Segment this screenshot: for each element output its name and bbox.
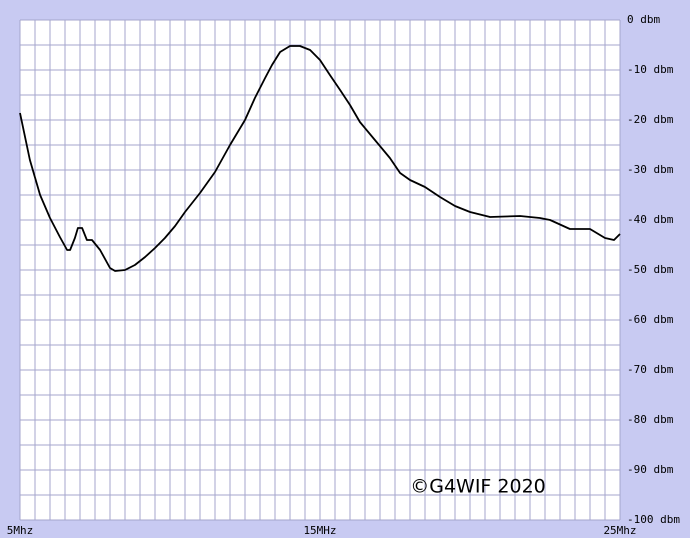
x-tick-label: 25Mhz — [603, 524, 636, 537]
y-tick-label: -20 dbm — [627, 113, 674, 126]
trace-line — [19, 45, 621, 272]
y-tick-label: -40 dbm — [627, 213, 674, 226]
y-tick-label: -10 dbm — [627, 63, 674, 76]
y-tick-label: -60 dbm — [627, 313, 674, 326]
y-tick-label: -90 dbm — [627, 463, 674, 476]
x-tick-label: 15MHz — [303, 524, 336, 537]
y-tick-label: -30 dbm — [627, 163, 674, 176]
y-tick-label: -50 dbm — [627, 263, 674, 276]
y-tick-label: 0 dbm — [627, 13, 660, 26]
watermark: ©G4WIF 2020 — [410, 476, 546, 498]
y-tick-label: -80 dbm — [627, 413, 674, 426]
x-tick-label: 5Mhz — [7, 524, 34, 537]
y-tick-label: -70 dbm — [627, 363, 674, 376]
y-tick-label: -100 dbm — [627, 513, 680, 526]
plot: 0 dbm -10 dbm -20 dbm -30 dbm -40 dbm -50 dbm… — [7, 13, 681, 537]
